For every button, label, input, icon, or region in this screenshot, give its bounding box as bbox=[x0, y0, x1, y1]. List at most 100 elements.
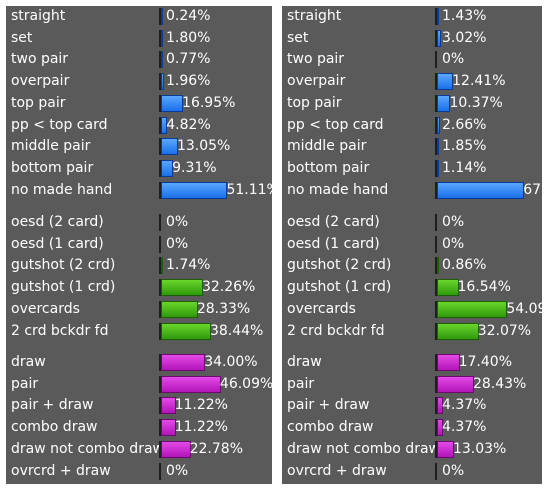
bar-baseline bbox=[435, 94, 437, 112]
stat-value: 0.86% bbox=[442, 257, 487, 274]
stat-bar bbox=[161, 73, 164, 91]
stat-value: 0% bbox=[166, 235, 189, 252]
bar-baseline bbox=[159, 116, 161, 134]
panel-left: straight 0.24% set 1.80% two pair 0.77% overpa… bbox=[6, 6, 272, 484]
stat-value: 1.43% bbox=[442, 8, 487, 24]
stat-value: 51.11% bbox=[226, 181, 272, 198]
stat-row: top pair 16.95% bbox=[6, 93, 272, 115]
stat-label: pair bbox=[11, 375, 39, 392]
stat-label: overcards bbox=[287, 300, 356, 317]
stat-bar bbox=[161, 181, 228, 199]
bar-baseline bbox=[159, 397, 161, 415]
bar-baseline bbox=[159, 462, 161, 480]
stat-row: overpair 1.96% bbox=[6, 71, 272, 93]
stat-value: 10.37% bbox=[449, 94, 503, 111]
bar-baseline bbox=[435, 375, 437, 393]
stat-bar bbox=[437, 354, 460, 371]
stat-bar bbox=[437, 397, 443, 415]
stat-bar bbox=[161, 440, 191, 458]
stat-row: gutshot (1 crd) 16.54% bbox=[282, 277, 542, 299]
stat-value: 16.95% bbox=[182, 94, 236, 111]
stat-label: set bbox=[287, 29, 309, 46]
stat-bar bbox=[161, 116, 168, 134]
stat-row: two pair 0% bbox=[282, 49, 542, 71]
stat-bar bbox=[161, 8, 163, 25]
stat-row: 2 crd bckdr fd 38.44% bbox=[6, 321, 272, 343]
stat-bar bbox=[161, 159, 174, 177]
stat-bar bbox=[437, 322, 479, 340]
stat-label: 2 crd bckdr fd bbox=[287, 322, 385, 339]
stat-bar bbox=[437, 116, 441, 134]
stat-label: middle pair bbox=[11, 138, 91, 155]
stat-bar bbox=[161, 257, 164, 275]
stat-value: 46.09% bbox=[219, 375, 272, 392]
stat-row: gutshot (2 crd) 1.74% bbox=[6, 255, 272, 277]
stat-value: 2.66% bbox=[442, 116, 487, 133]
stat-label: two pair bbox=[11, 51, 69, 68]
bar-baseline bbox=[435, 354, 437, 371]
stat-bar bbox=[161, 354, 206, 371]
stat-label: draw not combo draw bbox=[11, 440, 159, 457]
stat-row: gutshot (1 crd) 32.26% bbox=[6, 277, 272, 299]
stat-value: 11.22% bbox=[174, 397, 228, 414]
stat-label: pair + draw bbox=[287, 397, 370, 414]
bar-baseline bbox=[159, 322, 161, 340]
stat-label: combo draw bbox=[11, 419, 98, 436]
stat-value: 38.44% bbox=[209, 322, 264, 339]
bar-baseline bbox=[159, 51, 161, 69]
stat-row: oesd (2 card) 0% bbox=[6, 212, 272, 234]
stat-bar bbox=[161, 138, 178, 156]
bar-baseline bbox=[159, 29, 161, 47]
stat-value: 67.12% bbox=[523, 181, 542, 198]
stat-bar bbox=[437, 29, 441, 47]
stat-label: ovrcrd + draw bbox=[11, 462, 111, 479]
bar-baseline bbox=[435, 181, 437, 199]
bar-baseline bbox=[435, 214, 437, 231]
stat-value: 0% bbox=[442, 51, 465, 68]
stat-label: ovrcrd + draw bbox=[287, 462, 387, 479]
stat-label: gutshot (1 crd) bbox=[11, 279, 116, 296]
stat-value: 34.00% bbox=[204, 354, 258, 370]
stat-row: combo draw 4.37% bbox=[282, 417, 542, 439]
stat-bar bbox=[161, 397, 176, 415]
stat-label: oesd (2 card) bbox=[11, 214, 104, 230]
bar-baseline bbox=[159, 375, 161, 393]
stat-label: pp < top card bbox=[287, 116, 384, 133]
stat-row: gutshot (2 crd) 0.86% bbox=[282, 255, 542, 277]
stat-row: 2 crd bckdr fd 32.07% bbox=[282, 321, 542, 343]
stat-label: two pair bbox=[287, 51, 345, 68]
bar-baseline bbox=[435, 51, 437, 69]
bar-baseline bbox=[159, 8, 161, 25]
bar-baseline bbox=[435, 116, 437, 134]
stat-label: overcards bbox=[11, 300, 80, 317]
stat-label: overpair bbox=[287, 73, 346, 90]
stat-bar bbox=[161, 419, 176, 437]
stat-bar bbox=[437, 300, 508, 318]
bar-baseline bbox=[159, 73, 161, 91]
stat-row: pair + draw 4.37% bbox=[282, 395, 542, 417]
stat-value: 1.85% bbox=[442, 138, 487, 155]
stat-row: no made hand 51.11% bbox=[6, 180, 272, 202]
stat-bar bbox=[437, 94, 451, 112]
bar-baseline bbox=[159, 419, 161, 437]
panel-right: straight 1.43% set 3.02% two pair 0% overpair 1… bbox=[282, 6, 542, 484]
stat-label: top pair bbox=[11, 94, 66, 111]
bar-baseline bbox=[159, 440, 161, 458]
stat-value: 1.96% bbox=[166, 73, 211, 90]
stat-bar bbox=[161, 375, 221, 393]
stat-label: draw bbox=[287, 354, 322, 370]
stat-row: top pair 10.37% bbox=[282, 93, 542, 115]
stat-value: 9.31% bbox=[172, 159, 217, 176]
stat-bar bbox=[161, 94, 184, 112]
bar-baseline bbox=[435, 300, 437, 318]
stat-bar bbox=[161, 29, 164, 47]
stat-row: draw not combo draw 22.78% bbox=[6, 439, 272, 461]
bar-baseline bbox=[435, 462, 437, 480]
stat-row: ovrcrd + draw 0% bbox=[282, 461, 542, 483]
stat-value: 4.82% bbox=[166, 116, 211, 133]
stat-value: 0% bbox=[166, 214, 189, 230]
stat-label: gutshot (2 crd) bbox=[11, 257, 116, 274]
stat-bar bbox=[437, 73, 454, 91]
stat-row: pair + draw 11.22% bbox=[6, 395, 272, 417]
stat-label: gutshot (2 crd) bbox=[287, 257, 392, 274]
